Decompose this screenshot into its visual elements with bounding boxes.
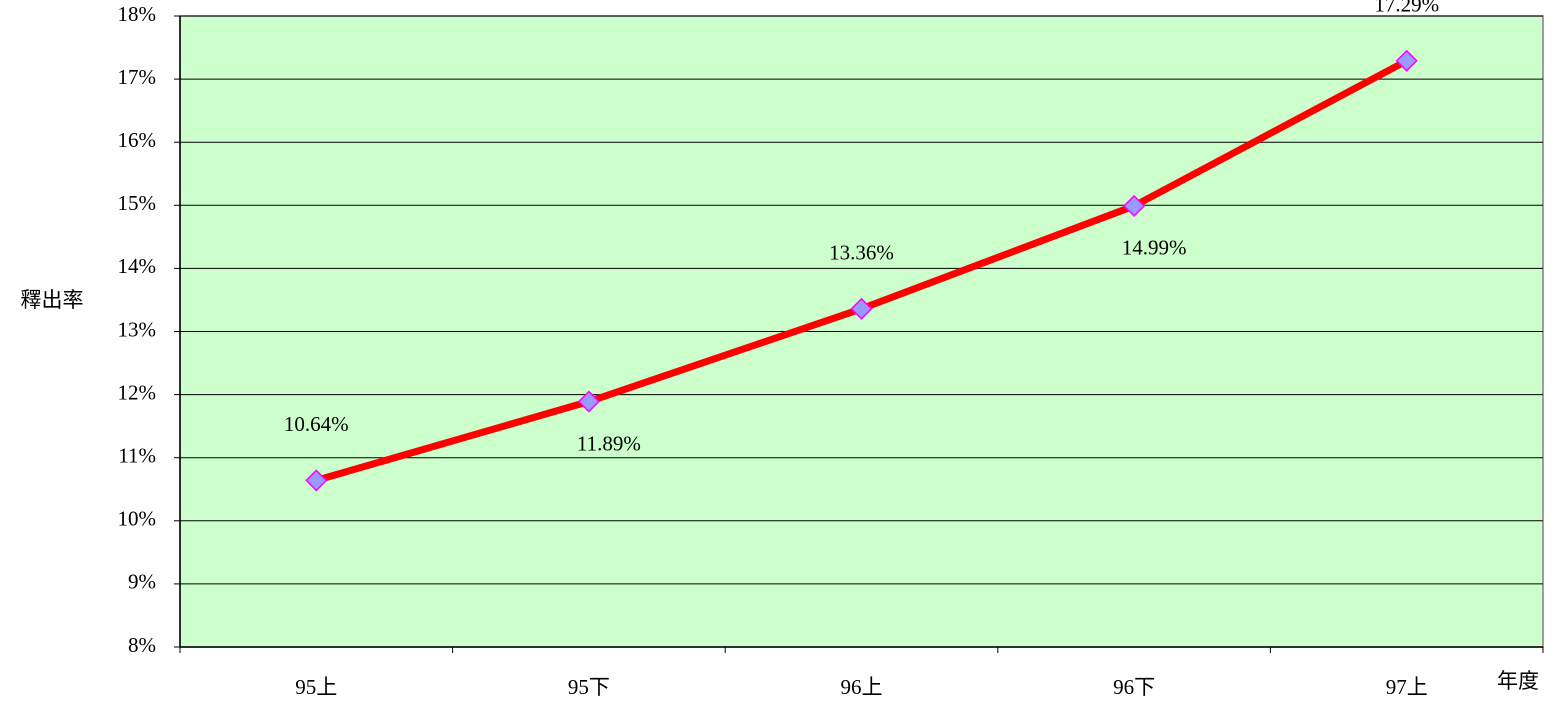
y-tick-label: 15% — [118, 191, 157, 215]
x-tick-label: 96下 — [1113, 675, 1155, 699]
data-point — [305, 469, 328, 492]
data-point — [577, 390, 600, 413]
y-tick-label: 14% — [118, 254, 157, 278]
x-axis-label: 年度 — [1497, 669, 1539, 693]
y-tick-label: 12% — [118, 380, 157, 404]
y-tick-label: 13% — [118, 317, 157, 341]
data-label: 13.36% — [829, 241, 894, 265]
data-point — [1395, 49, 1418, 72]
data-label: 11.89% — [577, 431, 641, 455]
y-tick-label: 16% — [118, 128, 157, 152]
y-axis-label: 釋出率 — [21, 288, 84, 312]
data-point — [1123, 194, 1146, 217]
x-tick-label: 95上 — [295, 675, 337, 699]
y-tick-label: 8% — [128, 633, 156, 657]
y-tick-label: 10% — [118, 507, 157, 531]
y-tick-label: 11% — [118, 444, 156, 468]
y-tick-label: 9% — [128, 570, 156, 594]
data-label: 17.29% — [1374, 0, 1439, 17]
data-label: 10.64% — [284, 412, 349, 436]
data-point — [850, 297, 873, 320]
x-tick-label: 97上 — [1386, 675, 1428, 699]
x-tick-label: 95下 — [568, 675, 610, 699]
y-tick-label: 18% — [118, 2, 157, 26]
y-tick-label: 17% — [118, 65, 157, 89]
data-label: 14.99% — [1122, 236, 1187, 260]
x-tick-label: 96上 — [841, 675, 883, 699]
